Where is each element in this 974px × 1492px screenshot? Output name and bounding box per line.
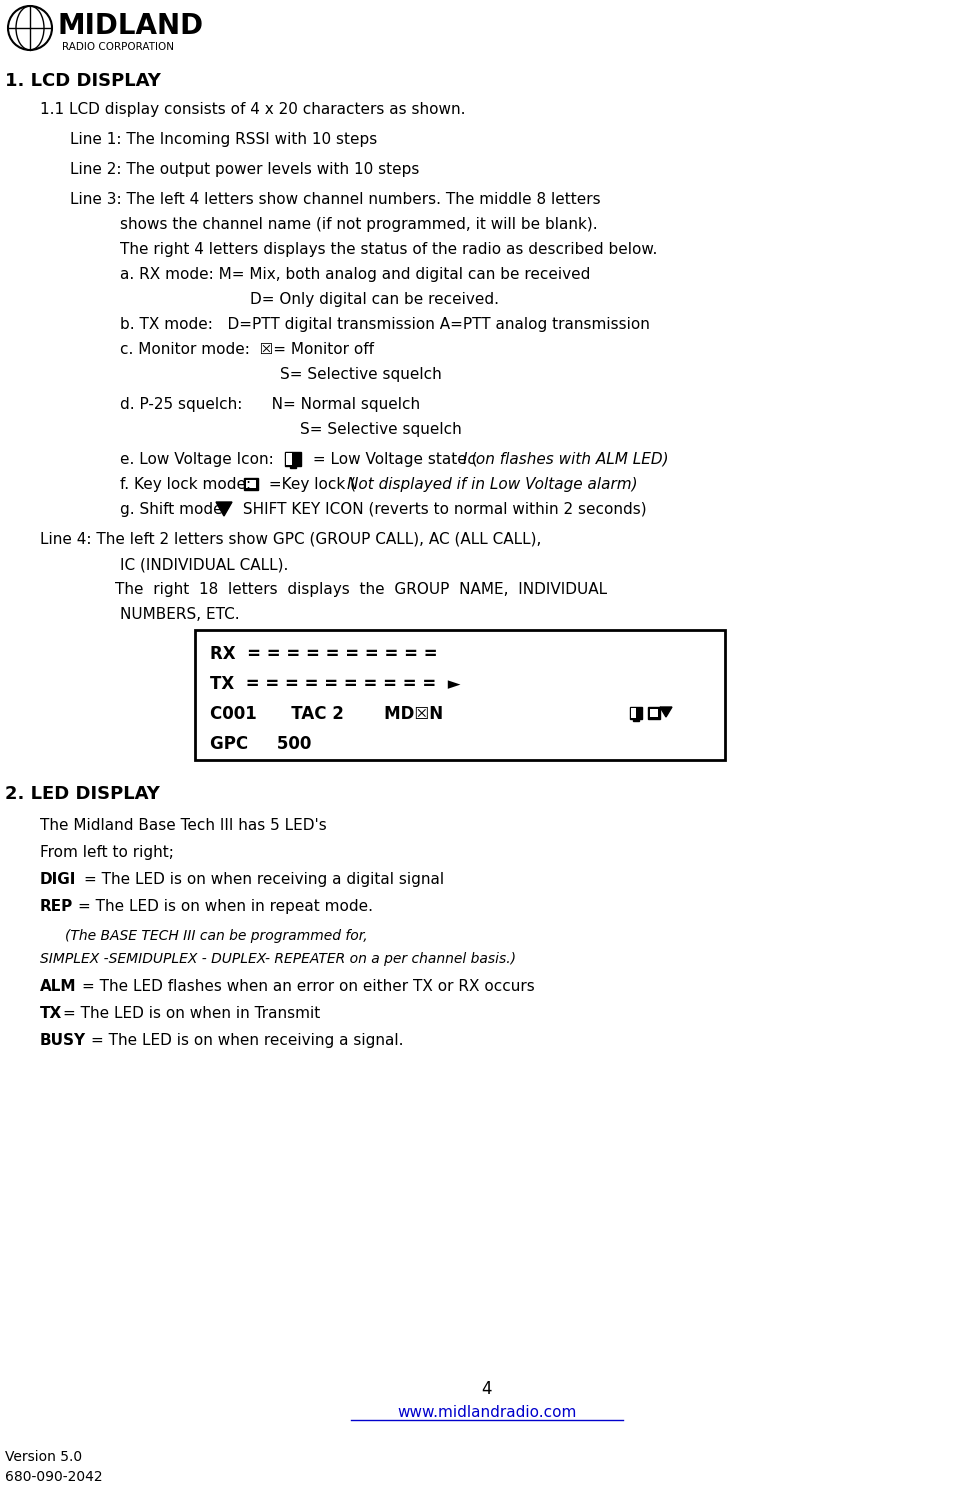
Text: SHIFT KEY ICON (reverts to normal within 2 seconds): SHIFT KEY ICON (reverts to normal within… [238,501,647,518]
Polygon shape [216,501,232,516]
Text: Version 5.0: Version 5.0 [5,1450,82,1464]
Text: DIGI: DIGI [40,871,76,888]
FancyBboxPatch shape [246,480,256,488]
Text: shows the channel name (if not programmed, it will be blank).: shows the channel name (if not programme… [120,216,598,231]
FancyBboxPatch shape [633,718,639,721]
FancyBboxPatch shape [285,452,301,466]
Text: TX  = = = = = = = = = =  ►: TX = = = = = = = = = = ► [210,674,461,692]
Text: Line 1: The Incoming RSSI with 10 steps: Line 1: The Incoming RSSI with 10 steps [70,131,377,148]
Text: =Key lock (: =Key lock ( [264,477,356,492]
Text: f. Key lock mode:: f. Key lock mode: [120,477,261,492]
Text: e. Low Voltage Icon:: e. Low Voltage Icon: [120,452,279,467]
Text: The right 4 letters displays the status of the radio as described below.: The right 4 letters displays the status … [120,242,657,257]
Text: The Midland Base Tech III has 5 LED's: The Midland Base Tech III has 5 LED's [40,818,326,833]
Polygon shape [660,707,672,718]
Text: 4: 4 [482,1380,492,1398]
Text: Not displayed if in Low Voltage alarm): Not displayed if in Low Voltage alarm) [347,477,638,492]
FancyBboxPatch shape [648,707,660,719]
Text: 1.1 LCD display consists of 4 x 20 characters as shown.: 1.1 LCD display consists of 4 x 20 chara… [40,101,466,116]
FancyBboxPatch shape [290,466,296,468]
Text: = Low Voltage state (: = Low Voltage state ( [308,452,477,467]
Text: S= Selective squelch: S= Selective squelch [280,367,442,382]
Text: RADIO CORPORATION: RADIO CORPORATION [62,42,174,52]
Text: BUSY: BUSY [40,1032,86,1047]
Text: NUMBERS, ETC.: NUMBERS, ETC. [120,607,240,622]
Text: ALM: ALM [40,979,77,994]
Circle shape [8,6,52,51]
Text: Line 2: The output power levels with 10 steps: Line 2: The output power levels with 10 … [70,163,420,178]
FancyBboxPatch shape [630,707,642,719]
Text: S= Selective squelch: S= Selective squelch [300,422,462,437]
Text: Icon flashes with ALM LED): Icon flashes with ALM LED) [463,452,668,467]
FancyBboxPatch shape [631,709,636,718]
Text: 680-090-2042: 680-090-2042 [5,1470,102,1485]
Text: REP: REP [40,900,73,915]
Text: = The LED flashes when an error on either TX or RX occurs: = The LED flashes when an error on eithe… [82,979,535,994]
Text: From left to right;: From left to right; [40,844,174,859]
FancyBboxPatch shape [286,454,292,466]
Text: 2. LED DISPLAY: 2. LED DISPLAY [5,785,160,803]
FancyBboxPatch shape [244,477,258,489]
Text: MIDLAND: MIDLAND [58,12,205,40]
Text: c. Monitor mode:  ☒= Monitor off: c. Monitor mode: ☒= Monitor off [120,342,374,357]
Text: d. P-25 squelch:      N= Normal squelch: d. P-25 squelch: N= Normal squelch [120,397,420,412]
Text: TX: TX [40,1006,62,1021]
FancyBboxPatch shape [650,709,658,718]
Text: b. TX mode:   D=PTT digital transmission A=PTT analog transmission: b. TX mode: D=PTT digital transmission A… [120,316,650,333]
Text: Line 4: The left 2 letters show GPC (GROUP CALL), AC (ALL CALL),: Line 4: The left 2 letters show GPC (GRO… [40,533,542,548]
FancyBboxPatch shape [195,630,725,759]
Text: = The LED is on when receiving a signal.: = The LED is on when receiving a signal. [91,1032,403,1047]
Text: = The LED is on when receiving a digital signal: = The LED is on when receiving a digital… [84,871,444,888]
Text: GPC     500: GPC 500 [210,736,312,753]
Text: IC (INDIVIDUAL CALL).: IC (INDIVIDUAL CALL). [120,557,288,571]
Text: C001      TAC 2       MD☒N: C001 TAC 2 MD☒N [210,706,443,724]
Text: a. RX mode: M= Mix, both analog and digital can be received: a. RX mode: M= Mix, both analog and digi… [120,267,590,282]
Text: D= Only digital can be received.: D= Only digital can be received. [250,292,499,307]
Text: The  right  18  letters  displays  the  GROUP  NAME,  INDIVIDUAL: The right 18 letters displays the GROUP … [115,582,607,597]
Text: 1. LCD DISPLAY: 1. LCD DISPLAY [5,72,161,90]
Text: SIMPLEX -SEMIDUPLEX - DUPLEX- REPEATER on a per channel basis.): SIMPLEX -SEMIDUPLEX - DUPLEX- REPEATER o… [40,952,516,965]
Text: (The BASE TECH III can be programmed for,: (The BASE TECH III can be programmed for… [65,930,367,943]
Text: = The LED is on when in repeat mode.: = The LED is on when in repeat mode. [78,900,373,915]
Text: g. Shift mode:: g. Shift mode: [120,501,238,518]
Text: = The LED is on when in Transmit: = The LED is on when in Transmit [63,1006,320,1021]
Text: Line 3: The left 4 letters show channel numbers. The middle 8 letters: Line 3: The left 4 letters show channel … [70,192,601,207]
Text: RX  = = = = = = = = = =: RX = = = = = = = = = = [210,645,437,662]
Text: www.midlandradio.com: www.midlandradio.com [397,1405,577,1420]
